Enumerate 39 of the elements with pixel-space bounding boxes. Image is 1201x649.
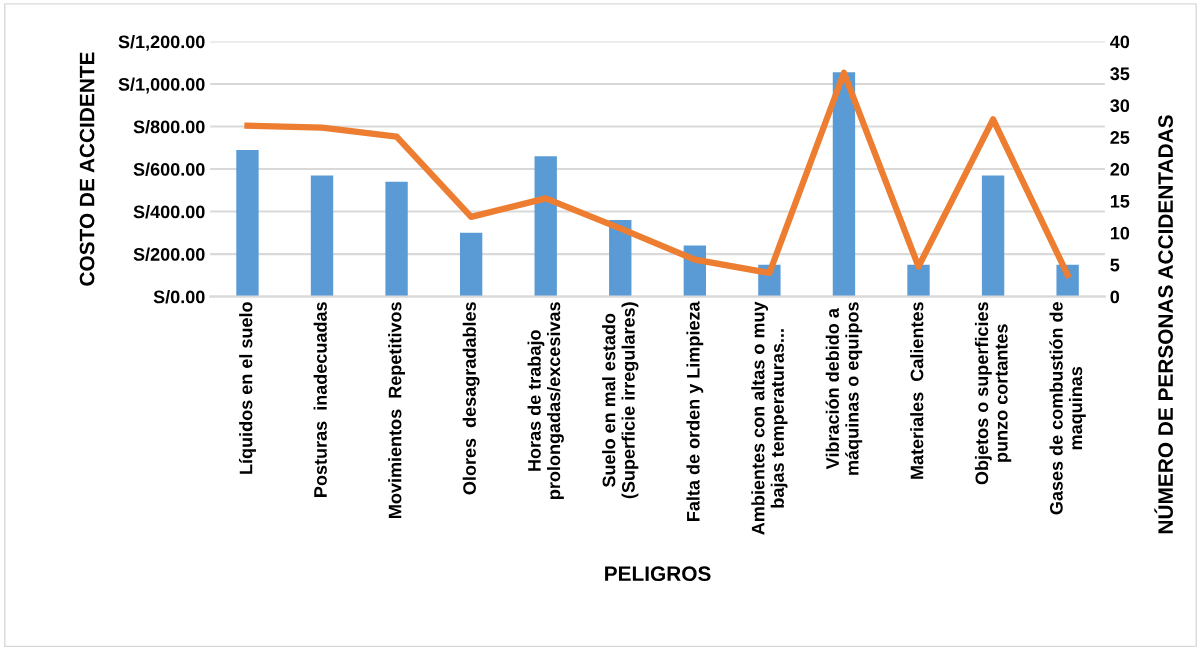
y-tick-label: S/0.00 [153, 290, 205, 304]
y2-tick-label: 25 [1110, 131, 1130, 144]
y2-tick-label: 35 [1110, 67, 1130, 81]
y2-axis-title: NÚMERO DE PERSONAS ACCIDENTADAS [1154, 115, 1173, 534]
x-tick-label: Posturas inadecuadas [313, 302, 327, 497]
x-axis-title: PELIGROS [605, 566, 711, 582]
y-tick-label: S/1,000.00 [118, 77, 205, 94]
y2-tick-label: 20 [1110, 163, 1130, 176]
bar [534, 156, 557, 297]
x-tick-label: Líquidos en el suelo [238, 302, 256, 474]
y-tick-label: S/800.00 [133, 120, 205, 134]
y-tick-label: S/1,200.00 [118, 34, 205, 51]
y2-tick-label: 30 [1110, 99, 1130, 113]
x-tick-label: Gases de combustión de maquinas [1049, 302, 1086, 515]
y2-tick-label: 5 [1110, 258, 1120, 272]
y2-tick-label: 0 [1110, 290, 1120, 304]
x-tick-label: Movimientos Repetitivos [388, 302, 405, 518]
bar [385, 181, 408, 297]
x-tick-label: Horas de trabajo prolongadas/excesivas [527, 302, 564, 499]
y2-tick-label: 40 [1110, 35, 1130, 49]
y-tick-label: S/600.00 [133, 162, 205, 176]
bar [310, 175, 334, 297]
x-tick-label: Falta de orden y Limpieza [686, 301, 704, 521]
bar [459, 232, 483, 297]
y-tick-label: S/200.00 [133, 247, 205, 261]
y-axis-title: COSTO DE ACCIDENTE [79, 52, 95, 286]
x-tick-label: Vibración debido a máquinas o equipos [825, 302, 863, 475]
x-tick-label: Ambientes con altas o muy bajas temperaturas... [751, 301, 788, 535]
y2-tick-label: 10 [1110, 226, 1130, 240]
x-tick-label: Materiales Calientes [910, 302, 924, 479]
y-tick-label: S/400.00 [133, 205, 205, 219]
y2-tick-label: 15 [1110, 195, 1130, 208]
bar [236, 149, 259, 297]
bar [981, 175, 1005, 297]
bar [907, 264, 930, 297]
x-tick-label: Objetos o superficies punzo cortantes [974, 302, 1012, 485]
bar [832, 72, 856, 297]
x-tick-label: Olores desagradables [462, 302, 480, 495]
x-tick-label: Suelo en mal estado (Superficie irregulares) [602, 302, 639, 499]
